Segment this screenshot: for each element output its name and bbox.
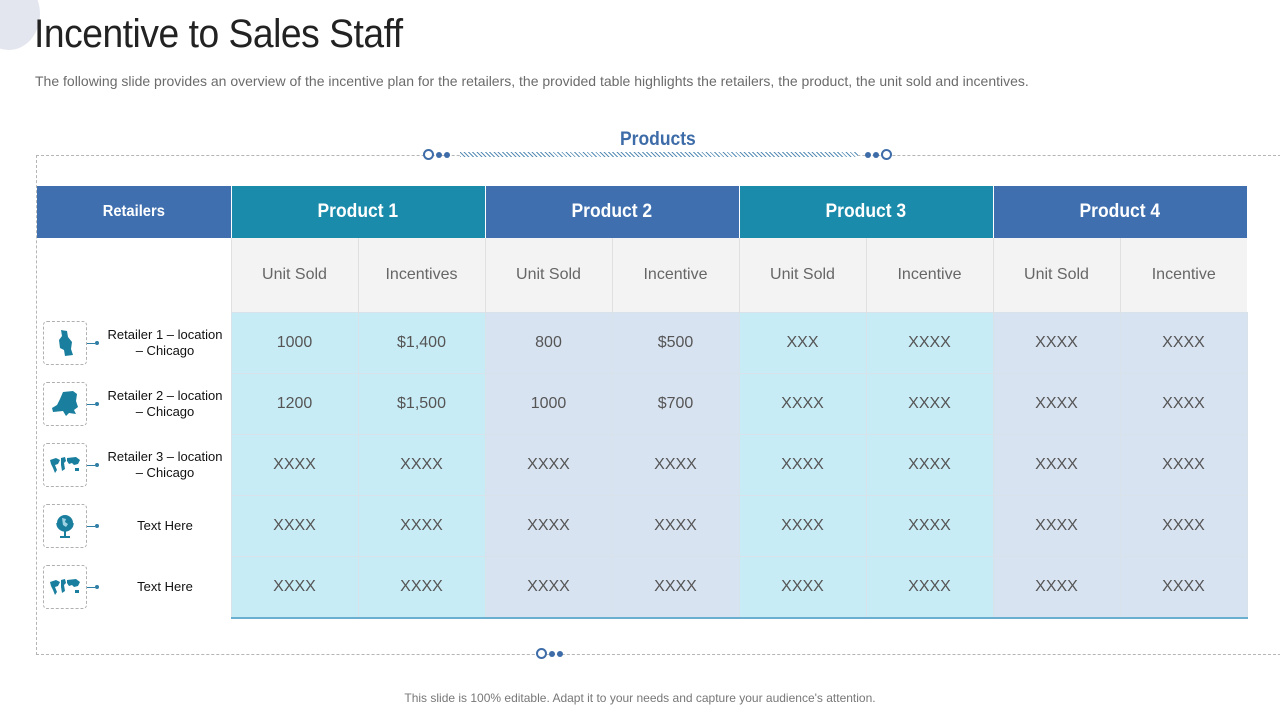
dots-decoration-left: [423, 149, 450, 160]
table-cell: XXXX: [738, 373, 867, 435]
hatch-line: [460, 152, 858, 157]
retailer-label: Retailer 2 – location – Chicago: [107, 388, 223, 419]
product-3-header: Product 3: [738, 186, 993, 238]
table-cell: XXXX: [865, 556, 994, 619]
table-row: Text Here XXXX XXXX XXXX XXXX XXXX XXXX …: [37, 495, 1248, 557]
table-cell: XXXX: [992, 373, 1121, 435]
retailer-cell: Text Here: [37, 495, 231, 557]
table-cell: XXXX: [611, 434, 740, 496]
subheader-row: Unit Sold Incentives Unit Sold Incentive…: [37, 238, 1247, 313]
subheader-cell: Incentive: [611, 238, 739, 313]
retailer-cell: Text Here: [37, 556, 231, 618]
retailer-label: Text Here: [137, 518, 193, 533]
table-cell: XXXX: [357, 556, 486, 619]
product-4-header: Product 4: [992, 186, 1247, 238]
products-label: Products: [620, 129, 696, 150]
table-cell: XXXX: [865, 434, 994, 496]
retailer-label: Retailer 3 – location – Chicago: [107, 449, 223, 480]
globe-icon: [43, 504, 87, 548]
table-row: Retailer 1 – location – Chicago 1000 $1,…: [37, 312, 1248, 374]
table-cell: XXXX: [1119, 373, 1248, 435]
blank-cell: [37, 238, 231, 313]
table-cell: XXXX: [230, 495, 359, 557]
table-cell: 1000: [484, 373, 613, 435]
product-2-header: Product 2: [484, 186, 739, 238]
table-cell: XXXX: [357, 495, 486, 557]
retailer-label: Retailer 1 – location – Chicago: [107, 327, 223, 358]
table-row: Retailer 2 – location – Chicago 1200 $1,…: [37, 373, 1248, 435]
table-cell: XXXX: [865, 495, 994, 557]
product-1-header: Product 1: [230, 186, 485, 238]
table-cell: XXXX: [992, 312, 1121, 374]
page-subtitle: The following slide provides an overview…: [35, 73, 1029, 89]
world-map-icon: [43, 565, 87, 610]
subheader-cell: Incentive: [865, 238, 993, 313]
table-cell: $1,500: [357, 373, 486, 435]
table-row: Text Here XXXX XXXX XXXX XXXX XXXX XXXX …: [37, 556, 1248, 619]
table-cell: 1200: [230, 373, 359, 435]
table-cell: XXXX: [738, 495, 867, 557]
table-cell: XXXX: [230, 434, 359, 496]
table-cell: $1,400: [357, 312, 486, 374]
table-cell: $700: [611, 373, 740, 435]
footer-note: This slide is 100% editable. Adapt it to…: [404, 691, 876, 705]
dots-decoration-right: [865, 149, 892, 160]
page-title: Incentive to Sales Staff: [34, 12, 403, 56]
table-cell: XXXX: [738, 556, 867, 619]
table-cell: XXXX: [484, 495, 613, 557]
table-cell: XXXX: [992, 434, 1121, 496]
table-row: Retailer 3 – location – Chicago XXXX XXX…: [37, 434, 1248, 496]
table-cell: XXXX: [484, 434, 613, 496]
table-cell: XXX: [738, 312, 867, 374]
retailers-header: Retailers: [37, 186, 231, 238]
subheader-cell: Incentive: [1119, 238, 1247, 313]
subheader-cell: Unit Sold: [992, 238, 1120, 313]
table-cell: XXXX: [992, 556, 1121, 619]
table-cell: XXXX: [230, 556, 359, 619]
table-cell: XXXX: [484, 556, 613, 619]
world-map-icon: [43, 443, 87, 487]
table-cell: XXXX: [1119, 312, 1248, 374]
chicago-map-icon: [43, 321, 87, 365]
dots-decoration-bottom: [536, 648, 563, 659]
table-cell: 800: [484, 312, 613, 374]
table-cell: XXXX: [992, 495, 1121, 557]
table-cell: XXXX: [1119, 434, 1248, 496]
table-cell: XXXX: [1119, 556, 1248, 619]
table-cell: 1000: [230, 312, 359, 374]
table-cell: XXXX: [357, 434, 486, 496]
subheader-cell: Unit Sold: [738, 238, 866, 313]
table-cell: XXXX: [738, 434, 867, 496]
new-york-map-icon: [43, 382, 87, 426]
retailer-cell: Retailer 3 – location – Chicago: [37, 434, 231, 496]
table-cell: $500: [611, 312, 740, 374]
subheader-cell: Incentives: [357, 238, 485, 313]
table-cell: XXXX: [611, 556, 740, 619]
retailer-label: Text Here: [137, 579, 193, 595]
retailer-cell: Retailer 2 – location – Chicago: [37, 373, 231, 435]
table-cell: XXXX: [611, 495, 740, 557]
table-cell: XXXX: [865, 312, 994, 374]
retailer-cell: Retailer 1 – location – Chicago: [37, 312, 231, 374]
product-header-row: Retailers Product 1 Product 2 Product 3 …: [37, 186, 1247, 238]
subheader-cell: Unit Sold: [484, 238, 612, 313]
table-cell: XXXX: [865, 373, 994, 435]
subheader-cell: Unit Sold: [230, 238, 358, 313]
table-cell: XXXX: [1119, 495, 1248, 557]
incentive-table: Retailers Product 1 Product 2 Product 3 …: [37, 186, 1248, 619]
